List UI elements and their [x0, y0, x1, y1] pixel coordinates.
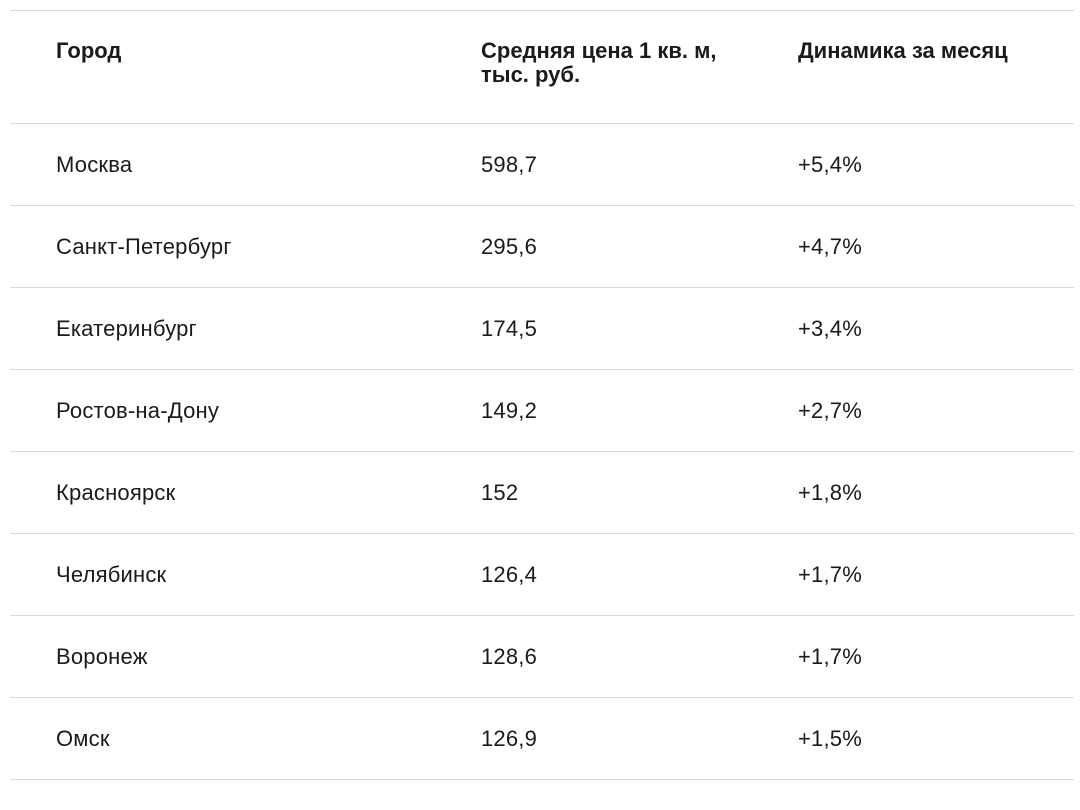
cell-price: 126,9 — [481, 725, 538, 751]
cell-dynamics: +1,5% — [798, 725, 862, 751]
cell-price: 152 — [481, 479, 519, 505]
cell-dynamics: +5,4% — [798, 151, 862, 177]
cell-price: 126,4 — [481, 561, 538, 587]
table-row: Ростов-на-Дону 149,2 +2,7% — [10, 370, 1074, 452]
table-row: Челябинск 126,4 +1,7% — [10, 534, 1074, 616]
cell-dynamics: +2,7% — [798, 397, 862, 423]
cell-price: 174,5 — [481, 315, 538, 341]
cell-city: Екатеринбург — [56, 315, 197, 341]
cell-dynamics: +1,7% — [798, 643, 862, 669]
cell-price: 295,6 — [481, 233, 538, 259]
table-row: Красноярск 152 +1,8% — [10, 452, 1074, 534]
table-row: Екатеринбург 174,5 +3,4% — [10, 288, 1074, 370]
table-row: Воронеж 128,6 +1,7% — [10, 616, 1074, 698]
header-city: Город — [56, 38, 122, 63]
header-price: Средняя цена 1 кв. м, тыс. руб. — [481, 38, 717, 87]
cell-price: 598,7 — [481, 151, 538, 177]
cell-city: Омск — [56, 725, 110, 751]
table-row: Омск 126,9 +1,5% — [10, 698, 1074, 780]
cell-city: Воронеж — [56, 643, 148, 669]
table-row: Санкт-Петербург 295,6 +4,7% — [10, 206, 1074, 288]
cell-price: 149,2 — [481, 397, 538, 423]
cell-dynamics: +3,4% — [798, 315, 862, 341]
table-row: Москва 598,7 +5,4% — [10, 124, 1074, 206]
table-header-row: Город Средняя цена 1 кв. м, тыс. руб. Ди… — [10, 11, 1074, 124]
cell-city: Красноярск — [56, 479, 176, 505]
cell-price: 128,6 — [481, 643, 538, 669]
cell-city: Москва — [56, 151, 133, 177]
cell-dynamics: +4,7% — [798, 233, 862, 259]
city-price-table: Город Средняя цена 1 кв. м, тыс. руб. Ди… — [10, 10, 1074, 780]
cell-city: Санкт-Петербург — [56, 233, 232, 259]
cell-city: Челябинск — [56, 561, 167, 587]
cell-dynamics: +1,8% — [798, 479, 862, 505]
cell-dynamics: +1,7% — [798, 561, 862, 587]
cell-city: Ростов-на-Дону — [56, 397, 220, 423]
header-dynamics: Динамика за месяц — [798, 38, 1008, 63]
